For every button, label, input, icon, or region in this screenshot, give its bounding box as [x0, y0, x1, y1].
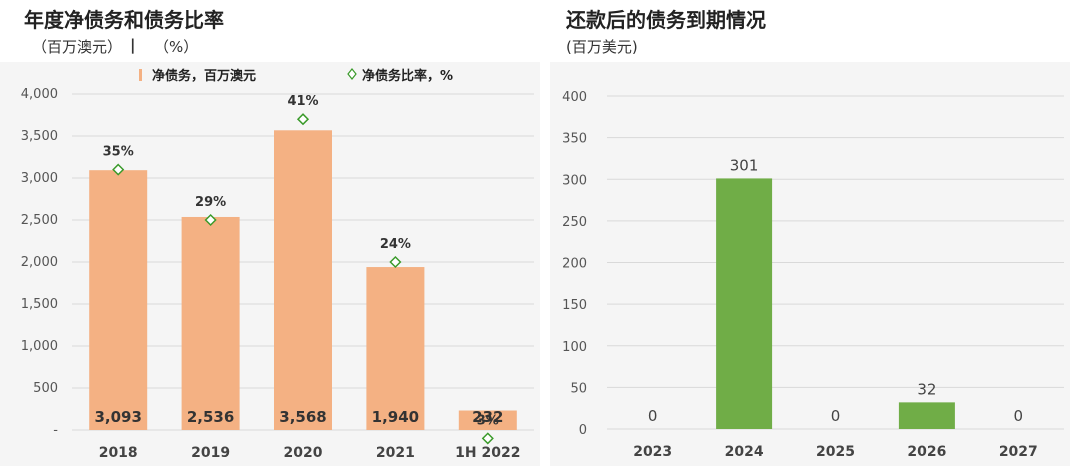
- maturity-bar: [716, 178, 773, 429]
- y-tick-label: 2,000: [21, 255, 58, 270]
- x-category-label: 2023: [633, 444, 672, 460]
- net-debt-bar: [458, 410, 517, 430]
- ratio-value-label: 35%: [103, 145, 134, 160]
- maturity-value-label: 0: [831, 407, 841, 425]
- y-tick-label: 350: [562, 132, 587, 147]
- y-tick-label: 150: [562, 298, 587, 313]
- net-debt-chart-area: - 500 1,000 1,500 2,000 2,500 3,000 3,500 4,000 3…: [0, 62, 540, 466]
- legend-net-debt-label: 净债务，百万澳元: [152, 68, 256, 84]
- ratio-marker: [296, 113, 310, 126]
- y-tick-label: 4,000: [21, 87, 58, 102]
- x-category-label: 2019: [191, 445, 230, 461]
- net-debt-bar: [89, 170, 148, 431]
- x-category-label: 2024: [725, 444, 764, 460]
- y-tick-label: 200: [562, 257, 587, 272]
- net-debt-value-label: 3,568: [279, 408, 326, 426]
- legend-ratio-marker: [347, 68, 357, 80]
- ratio-value-label: 3%: [477, 413, 499, 428]
- y-tick-label: 1,500: [21, 297, 58, 312]
- net-debt-bar: [181, 216, 240, 430]
- debt-maturity-chart: 0 50 100 150 200 250 300 350 400 0 2023 301 2024 0 202…: [562, 90, 1064, 460]
- net-debt-value-label: 232: [472, 408, 503, 426]
- y-tick-label: 300: [562, 173, 587, 188]
- x-category-label: 2027: [999, 444, 1038, 460]
- net-debt-bar: [366, 267, 425, 430]
- ratio-units: （%）: [154, 38, 199, 56]
- maturity-bar: [898, 402, 955, 429]
- legend-ratio-label: 净债务比率，%: [362, 68, 453, 84]
- y-tick-label: 1,000: [21, 339, 58, 354]
- ratio-marker: [112, 163, 125, 176]
- y-tick-label: 0: [579, 423, 587, 438]
- ratio-marker: [389, 255, 402, 269]
- maturity-value-label: 32: [917, 380, 936, 398]
- debt-maturity-chart-area: 0 50 100 150 200 250 300 350 400 0 2023 301 2024 0 202…: [550, 62, 1070, 466]
- x-category-label: 2021: [376, 445, 415, 461]
- x-category-label: 2018: [99, 445, 138, 461]
- y-tick-label: 3,500: [21, 129, 58, 144]
- debt-maturity-units: (百万美元): [566, 38, 638, 56]
- maturity-value-label: 0: [1014, 407, 1024, 425]
- net-debt-value-label: 1,940: [372, 408, 419, 426]
- y-tick-label: -: [53, 423, 58, 438]
- y-tick-label: 2,500: [21, 213, 58, 228]
- net-debt-value-label: 3,093: [94, 408, 141, 426]
- ratio-marker: [204, 213, 217, 227]
- units-separator: |: [130, 36, 136, 54]
- ratio-value-label: 24%: [380, 237, 411, 252]
- net-debt-chart: - 500 1,000 1,500 2,000 2,500 3,000 3,500 4,000 3…: [21, 68, 534, 461]
- y-tick-label: 3,000: [21, 171, 58, 186]
- debt-maturity-panel: 还款后的债务到期情况 (百万美元) 0 50 100 150 200 250 300 350 4…: [540, 0, 1080, 466]
- net-debt-value-label: 2,536: [187, 408, 234, 426]
- y-tick-label: 100: [562, 340, 587, 355]
- net-debt-bar: [274, 130, 332, 430]
- legend-net-debt-swatch: [139, 69, 142, 81]
- maturity-value-label: 0: [648, 407, 658, 425]
- net-debt-units: （百万澳元）: [32, 38, 123, 56]
- x-category-label: 2026: [907, 444, 946, 460]
- y-tick-label: 500: [33, 381, 58, 396]
- y-tick-label: 400: [562, 90, 587, 105]
- ratio-value-label: 29%: [195, 195, 226, 210]
- maturity-value-label: 301: [730, 156, 759, 174]
- net-debt-title: 年度净债务和债务比率: [24, 8, 224, 32]
- ratio-marker: [481, 432, 494, 445]
- x-category-label: 2025: [816, 444, 855, 460]
- y-tick-label: 50: [570, 381, 587, 396]
- ratio-value-label: 41%: [287, 94, 318, 109]
- x-category-label: 1H 2022: [455, 445, 520, 461]
- net-debt-panel: 年度净债务和债务比率 （百万澳元） | （%） - 500 1,000 1,500 2,…: [0, 0, 540, 466]
- debt-maturity-title: 还款后的债务到期情况: [566, 8, 766, 32]
- x-category-label: 2020: [284, 445, 323, 461]
- y-tick-label: 250: [562, 215, 587, 230]
